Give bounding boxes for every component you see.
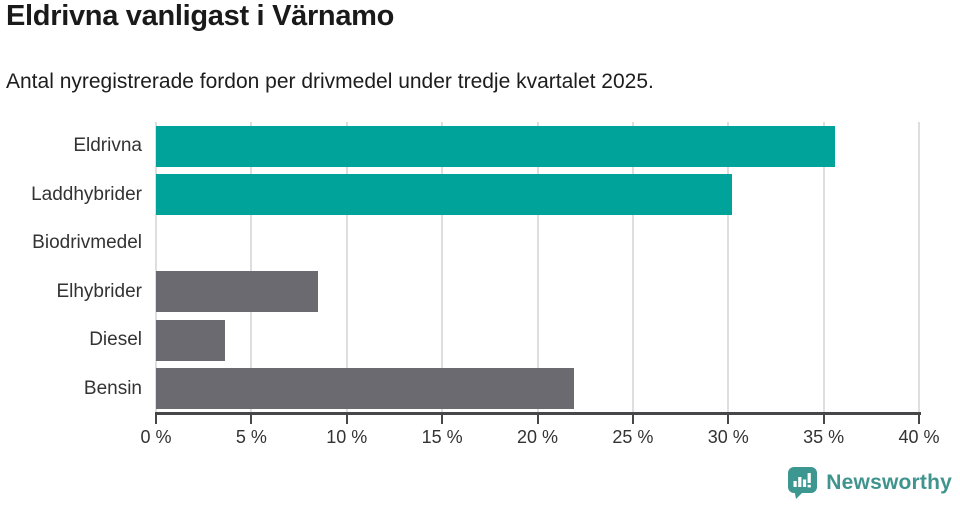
bar-diesel	[156, 319, 225, 361]
chart-title: Eldrivna vanligast i Värnamo	[6, 0, 395, 32]
gridline	[822, 122, 825, 413]
axis-tick-label: 0 %	[140, 427, 172, 447]
axis-tick	[345, 412, 348, 424]
chart-row: Eldrivna	[73, 122, 919, 171]
gridline	[727, 122, 730, 413]
chart-row: Biodrivmedel	[32, 219, 919, 268]
axis-tick-label: 25 %	[612, 427, 654, 447]
axis-tick	[727, 412, 730, 424]
axis-tick-label: 10 %	[326, 427, 368, 447]
category-label: Diesel	[89, 329, 142, 351]
axis-tick	[536, 412, 539, 424]
gridline	[250, 122, 253, 413]
axis-tick	[155, 412, 157, 424]
bar-bensin	[156, 368, 574, 410]
category-label: Laddhybrider	[31, 183, 142, 205]
axis-tick-label: 30 %	[707, 427, 749, 447]
gridline	[918, 122, 920, 413]
axis-tick-label: 15 %	[421, 427, 463, 447]
bar-laddhybrider	[156, 174, 733, 216]
chart-row: Laddhybrider	[31, 171, 919, 220]
axis-tick	[441, 412, 444, 424]
axis-tick	[822, 412, 825, 424]
newsworthy-logo: Newsworthy	[787, 466, 952, 500]
gridline	[631, 122, 634, 413]
axis-tick-label: 40 %	[898, 427, 940, 447]
chart-subtitle: Antal nyregistrerade fordon per drivmede…	[6, 70, 654, 93]
category-label: Biodrivmedel	[32, 232, 142, 254]
newsworthy-logo-text: Newsworthy	[826, 471, 952, 494]
gridline	[441, 122, 444, 413]
bar-eldrivna	[156, 125, 836, 167]
newsworthy-logo-icon	[788, 467, 818, 499]
bar-rows: Eldrivna Laddhybrider Biodrivmedel Elhybrid…	[31, 122, 919, 414]
category-label: Bensin	[83, 377, 142, 399]
category-label: Elhybrider	[56, 280, 142, 302]
axis-tick	[918, 412, 920, 424]
bar-elhybrider	[156, 271, 319, 313]
gridline	[536, 122, 539, 413]
axis-tick-label: 5 %	[235, 427, 267, 447]
chart-row: Bensin	[84, 365, 919, 414]
axis-tick	[250, 412, 253, 424]
axis-tick	[631, 412, 634, 424]
category-label: Eldrivna	[73, 135, 142, 157]
chart-row: Diesel	[89, 316, 919, 365]
chart-row: Elhybrider	[56, 268, 919, 317]
gridline	[345, 122, 348, 413]
axis-tick-label: 20 %	[516, 427, 559, 447]
plot-area: Eldrivna Laddhybrider Biodrivmedel Elhybrid…	[31, 122, 920, 414]
axis-tick-label: 35 %	[803, 427, 845, 447]
gridline	[155, 122, 157, 413]
